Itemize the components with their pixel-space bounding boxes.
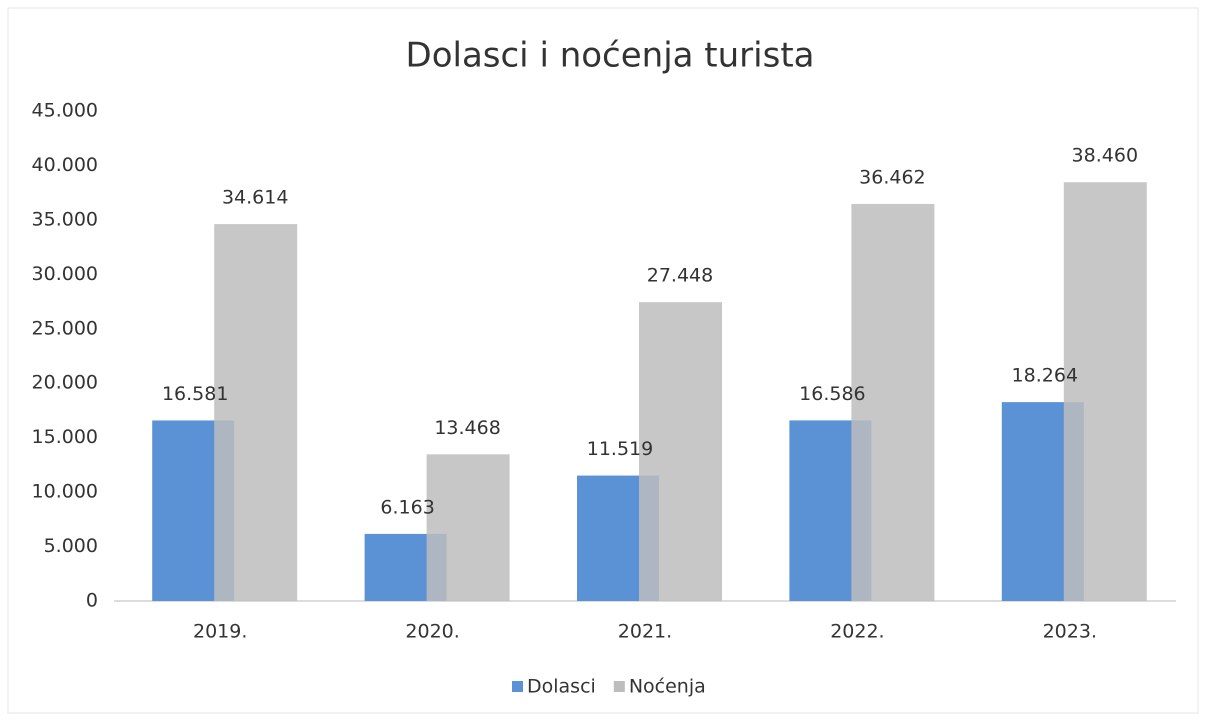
bar xyxy=(851,203,935,601)
legend-label: Dolasci xyxy=(527,676,596,698)
data-label: 11.519 xyxy=(587,438,653,460)
y-tick-label: 45.000 xyxy=(32,100,98,122)
x-tick-label: 2021. xyxy=(618,621,672,643)
data-label: 38.460 xyxy=(1072,145,1138,167)
y-tick-label: 0 xyxy=(86,590,98,612)
y-tick-label: 35.000 xyxy=(32,208,98,230)
y-tick-label: 25.000 xyxy=(32,317,98,339)
bar xyxy=(639,302,722,601)
data-label: 34.614 xyxy=(222,187,288,209)
y-tick-label: 30.000 xyxy=(32,263,98,285)
data-label: 36.462 xyxy=(859,166,925,188)
chart-title: Dolasci i noćenja turista xyxy=(406,36,815,76)
legend-label: Noćenja xyxy=(629,676,706,698)
x-tick-label: 2020. xyxy=(405,621,459,643)
bar xyxy=(426,454,510,601)
bar xyxy=(214,224,298,602)
bar xyxy=(1063,182,1147,602)
legend-swatch xyxy=(512,681,523,692)
x-tick-label: 2022. xyxy=(830,621,884,643)
y-tick-label: 10.000 xyxy=(32,481,98,503)
legend-swatch xyxy=(613,681,625,692)
y-tick-label: 5.000 xyxy=(44,535,98,557)
data-label: 16.586 xyxy=(799,383,865,405)
data-label: 6.163 xyxy=(380,496,434,518)
x-tick-label: 2023. xyxy=(1043,621,1097,643)
y-tick-label: 20.000 xyxy=(32,372,98,394)
chart-frame xyxy=(7,7,1199,714)
y-tick-label: 15.000 xyxy=(32,426,98,448)
x-tick-label: 2019. xyxy=(193,621,247,643)
data-label: 13.468 xyxy=(434,417,500,439)
data-label: 16.581 xyxy=(162,383,228,405)
y-tick-label: 40.000 xyxy=(32,154,98,176)
data-label: 18.264 xyxy=(1012,365,1078,387)
data-label: 27.448 xyxy=(647,265,713,287)
